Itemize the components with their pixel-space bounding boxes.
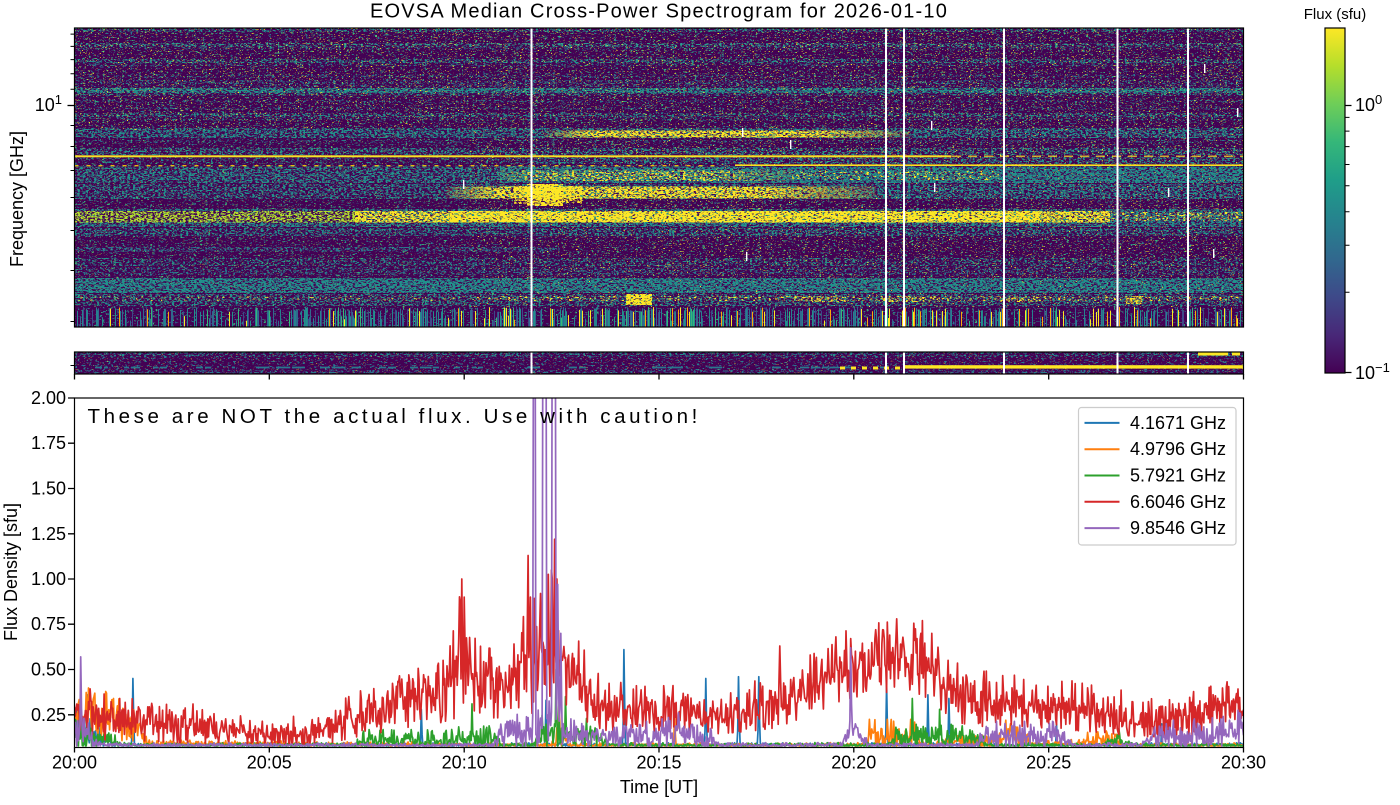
svg-text:0.50: 0.50 (31, 660, 66, 680)
svg-text:EOVSA Median Cross-Power Spect: EOVSA Median Cross-Power Spectrogram for… (370, 1, 948, 23)
svg-text:20:10: 20:10 (442, 753, 487, 773)
svg-text:6.6046 GHz: 6.6046 GHz (1130, 492, 1226, 512)
svg-text:These are NOT the actual flux.: These are NOT the actual flux. Use with … (88, 405, 701, 428)
svg-text:0.25: 0.25 (31, 705, 66, 725)
svg-text:2.00: 2.00 (31, 388, 66, 408)
svg-text:1.25: 1.25 (31, 524, 66, 544)
svg-text:1.00: 1.00 (31, 569, 66, 589)
svg-text:20:20: 20:20 (831, 753, 876, 773)
svg-text:0.75: 0.75 (31, 614, 66, 634)
svg-text:20:00: 20:00 (52, 753, 97, 773)
svg-text:Flux Density [sfu]: Flux Density [sfu] (1, 503, 21, 641)
svg-text:20:30: 20:30 (1221, 753, 1266, 773)
svg-text:Time [UT]: Time [UT] (620, 777, 698, 797)
svg-text:20:15: 20:15 (636, 753, 681, 773)
svg-text:1.50: 1.50 (31, 479, 66, 499)
svg-text:Flux (sfu): Flux (sfu) (1304, 6, 1367, 23)
svg-text:9.8546 GHz: 9.8546 GHz (1130, 518, 1226, 538)
svg-text:1.75: 1.75 (31, 433, 66, 453)
svg-text:Frequency [GHz]: Frequency [GHz] (7, 131, 27, 267)
svg-text:20:25: 20:25 (1026, 753, 1071, 773)
svg-text:20:05: 20:05 (247, 753, 292, 773)
svg-text:4.1671 GHz: 4.1671 GHz (1130, 413, 1226, 433)
svg-text:4.9796 GHz: 4.9796 GHz (1130, 439, 1226, 459)
svg-text:5.7921 GHz: 5.7921 GHz (1130, 466, 1226, 486)
